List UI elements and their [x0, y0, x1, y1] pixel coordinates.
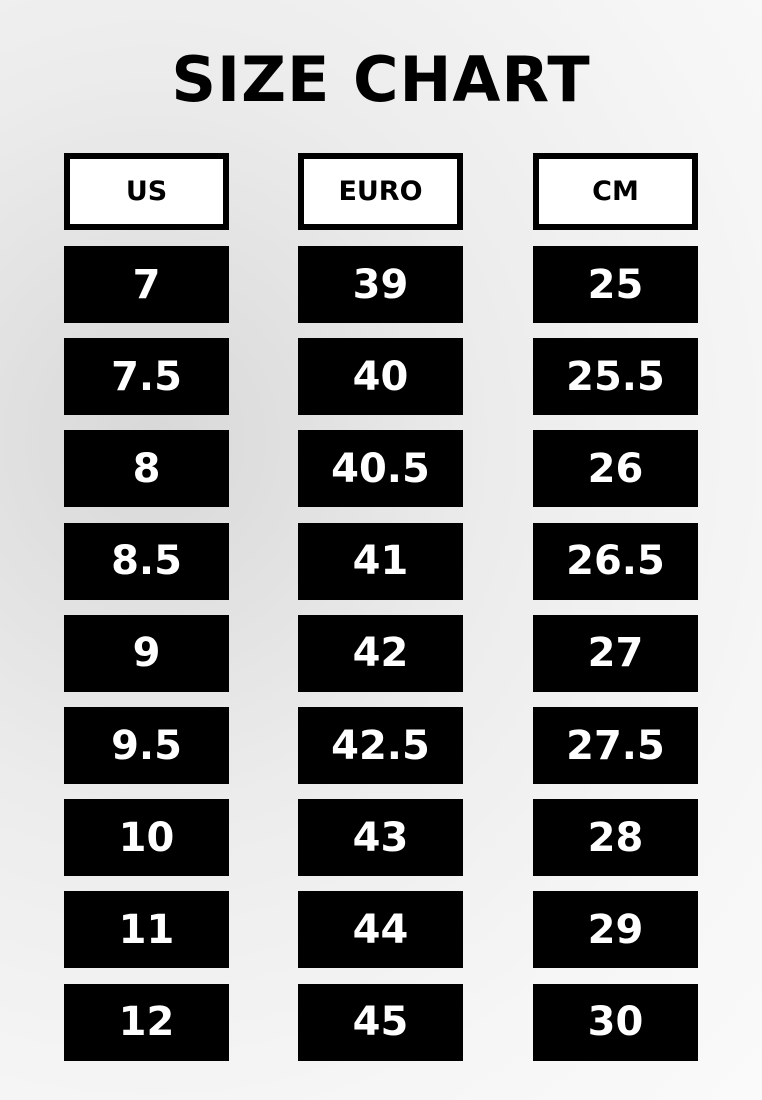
size-cell: 26.5 — [533, 522, 698, 600]
page-title: SIZE CHART — [171, 43, 591, 116]
size-cell: 43 — [298, 799, 463, 877]
column-header: CM — [533, 153, 698, 230]
size-cell: 42 — [298, 614, 463, 692]
size-cell: 7 — [64, 246, 229, 323]
size-cell: 9.5 — [64, 707, 229, 784]
size-cell: 25 — [533, 246, 698, 323]
size-cell: 29 — [533, 891, 698, 969]
size-cell: 11 — [64, 891, 229, 969]
column-header: US — [64, 153, 229, 230]
size-cell: 42.5 — [298, 707, 463, 784]
column-cm: CM 25 25.5 26 26.5 27 27.5 28 29 30 — [533, 153, 698, 1061]
size-cell: 30 — [533, 983, 698, 1061]
size-cell: 27.5 — [533, 707, 698, 784]
size-cell: 39 — [298, 246, 463, 323]
size-cell: 44 — [298, 891, 463, 969]
column-euro: EURO 39 40 40.5 41 42 42.5 43 44 45 — [298, 153, 463, 1061]
size-cell: 40 — [298, 338, 463, 416]
column-header: EURO — [298, 153, 463, 230]
size-cell: 25.5 — [533, 338, 698, 416]
size-cell: 7.5 — [64, 338, 229, 416]
size-cell: 12 — [64, 983, 229, 1061]
column-us: US 7 7.5 8 8.5 9 9.5 10 11 12 — [64, 153, 229, 1061]
size-cell: 26 — [533, 430, 698, 508]
size-cell: 28 — [533, 799, 698, 877]
size-cell: 27 — [533, 614, 698, 692]
size-cell: 8 — [64, 430, 229, 508]
size-cell: 41 — [298, 522, 463, 600]
size-cell: 8.5 — [64, 522, 229, 600]
size-cell: 40.5 — [298, 430, 463, 508]
size-cell: 10 — [64, 799, 229, 877]
size-cell: 9 — [64, 614, 229, 692]
size-cell: 45 — [298, 983, 463, 1061]
